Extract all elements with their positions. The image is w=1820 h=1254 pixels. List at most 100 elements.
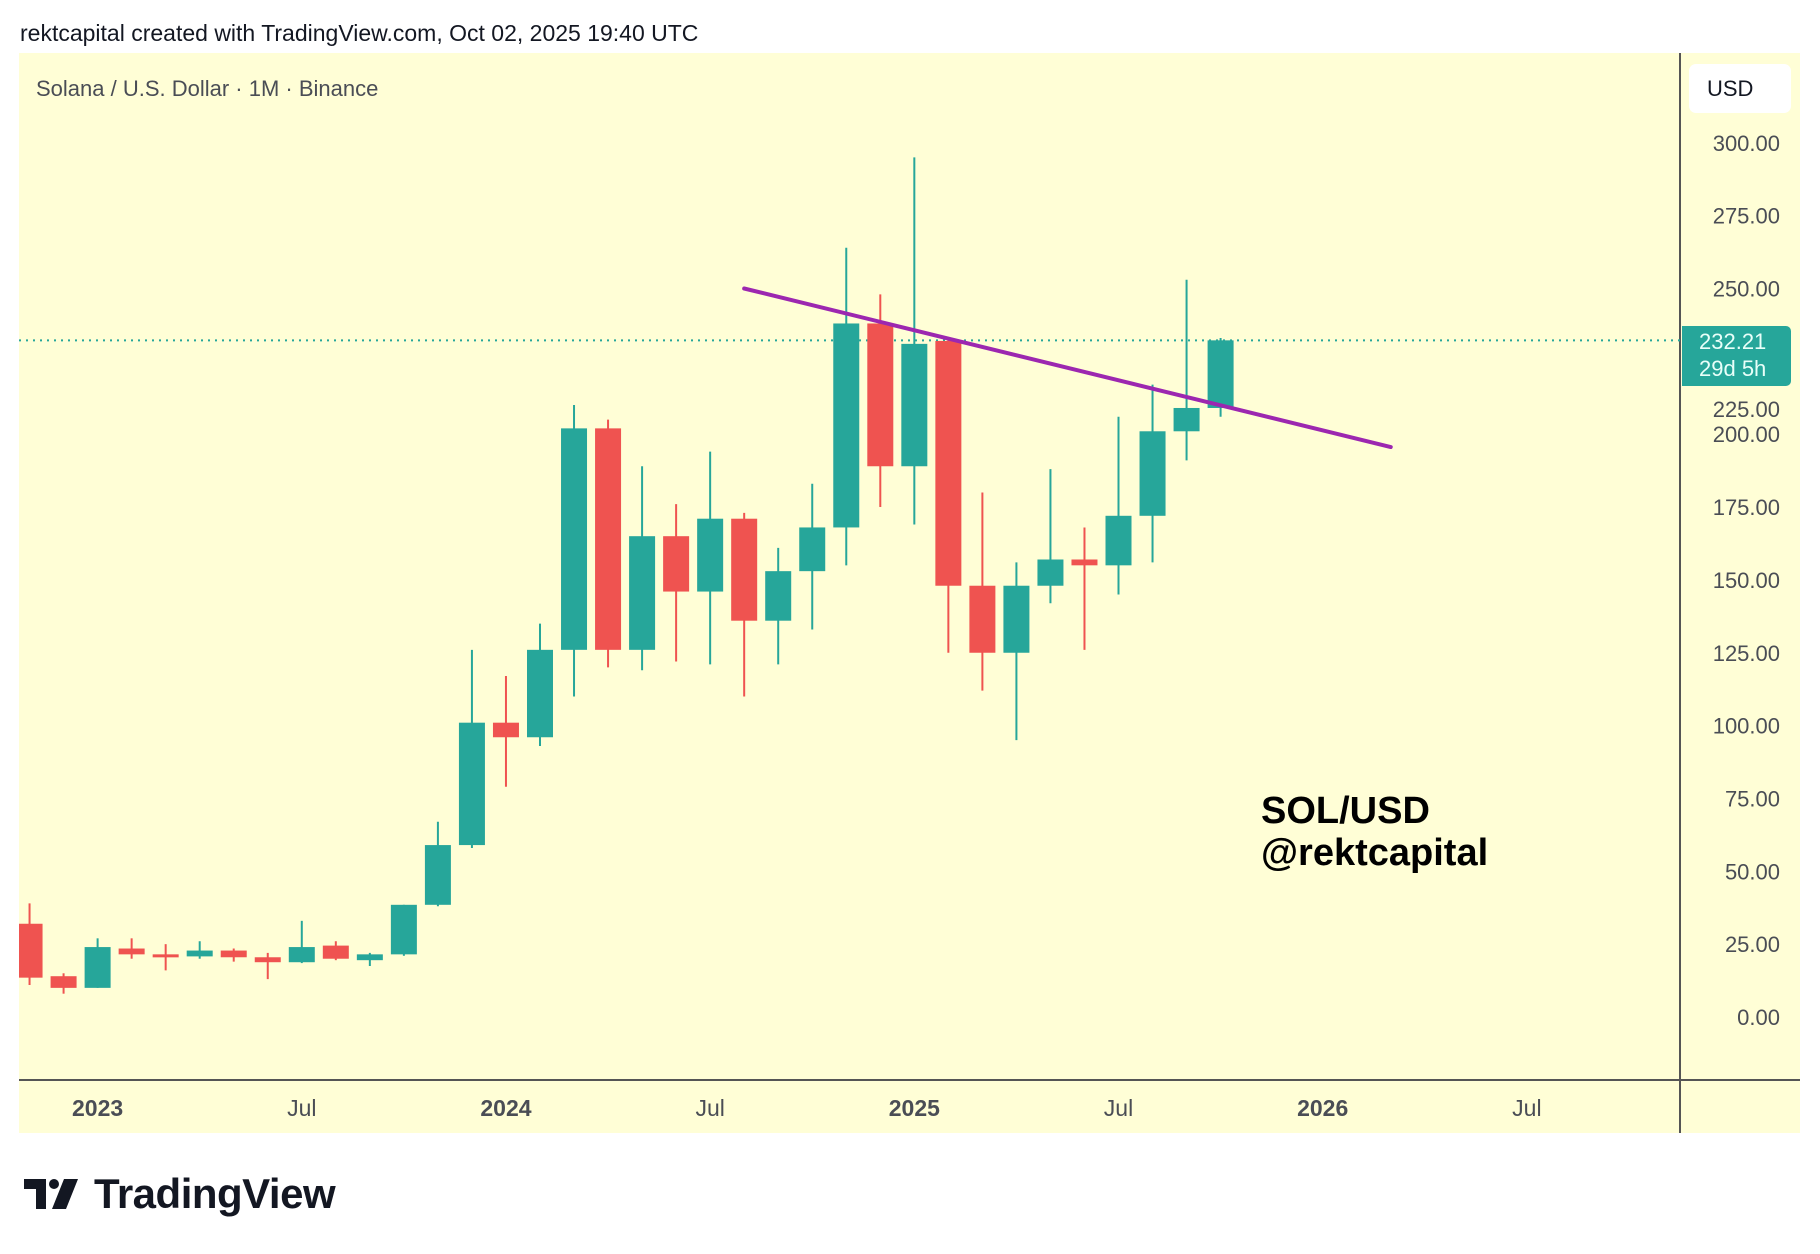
y-tick-label: 50.00 <box>1725 859 1780 884</box>
candle-body <box>935 340 962 586</box>
candle-body <box>663 536 690 592</box>
candle-body <box>19 923 43 978</box>
candle-2024-09 <box>765 547 792 665</box>
candle-2023-07 <box>288 920 315 964</box>
y-tick-label: 250.00 <box>1713 277 1780 302</box>
candle-2023-03 <box>152 944 179 971</box>
candle-body <box>629 536 656 650</box>
candle-2025-04 <box>1003 562 1030 741</box>
candlestick-chart[interactable]: 0.00 25.00 50.00 75.00 100.00 125.00 150.00 175… <box>19 53 1800 1133</box>
chart-watermark: SOL/USD @rektcapital <box>1261 790 1488 874</box>
candle-2022-12 <box>50 973 77 994</box>
candle-body <box>118 948 145 955</box>
currency-button[interactable]: USD <box>1689 64 1791 113</box>
watermark-author: @rektcapital <box>1261 832 1489 874</box>
candle-2023-08 <box>322 941 349 961</box>
tradingview-logo[interactable]: TradingView <box>24 1170 336 1218</box>
candle-body <box>969 585 996 653</box>
trendline[interactable] <box>742 286 1393 450</box>
candle-body <box>526 649 553 738</box>
chart-caption: rektcapital created with TradingView.com… <box>20 20 699 46</box>
candle-body <box>186 950 213 957</box>
candle-2024-02 <box>526 623 553 746</box>
candle-2023-11 <box>424 821 451 907</box>
y-tick-label: 300.00 <box>1713 131 1780 156</box>
candle-body <box>1037 559 1064 586</box>
candle-2022-11 <box>19 903 43 985</box>
candle-body <box>288 947 315 963</box>
candle-body <box>390 904 417 955</box>
candle-body <box>424 845 451 905</box>
candle-2025-06 <box>1071 527 1098 650</box>
last-price-value: 232.21 <box>1699 329 1767 354</box>
candle-2024-11 <box>833 247 860 566</box>
candle-2024-03 <box>561 405 588 697</box>
x-tick-label: 2025 <box>889 1095 940 1121</box>
candle-2025-05 <box>1037 469 1064 604</box>
brand-name: TradingView <box>94 1170 336 1217</box>
candle-body <box>697 518 724 592</box>
candle-2024-08 <box>731 512 758 697</box>
candle-body <box>799 527 826 572</box>
candle-2023-09 <box>356 952 383 967</box>
candle-2024-01 <box>492 676 519 787</box>
y-tick-label: 125.00 <box>1713 641 1780 666</box>
last-price-label: 232.21 29d 5h <box>1682 326 1791 386</box>
x-tick-label: 2023 <box>72 1095 123 1121</box>
symbol-title: Solana / U.S. Dollar · 1M · Binance <box>36 76 379 101</box>
y-tick-label: 100.00 <box>1713 714 1780 739</box>
x-tick-label: 2024 <box>480 1095 531 1121</box>
candle-body <box>220 950 247 958</box>
candle-2024-05 <box>629 466 656 671</box>
candle-2025-08 <box>1139 384 1166 563</box>
tradingview-logo-icon <box>24 1179 78 1209</box>
bar-countdown: 29d 5h <box>1699 356 1767 381</box>
candle-2025-01 <box>901 157 928 525</box>
candle-2025-07 <box>1105 416 1132 595</box>
candle-2025-09 <box>1173 279 1200 461</box>
candle-body <box>84 947 111 988</box>
y-tick-label: 225.00 <box>1713 397 1780 422</box>
x-tick-label: Jul <box>1104 1095 1133 1121</box>
candle-2023-04 <box>186 941 213 959</box>
candle-body <box>731 518 758 621</box>
candle-2024-04 <box>595 419 622 668</box>
y-tick-label: 275.00 <box>1713 204 1780 229</box>
candle-body <box>901 343 928 467</box>
candle-body <box>561 428 588 650</box>
candle-body <box>1173 407 1200 432</box>
x-tick-label: Jul <box>695 1095 724 1121</box>
candle-2025-03 <box>969 492 996 691</box>
candle-body <box>1105 515 1132 566</box>
y-tick-label: 0.00 <box>1737 1005 1780 1030</box>
candle-2023-02 <box>118 938 145 959</box>
candle-2024-07 <box>697 451 724 665</box>
candle-body <box>1071 559 1098 566</box>
candle-body <box>765 571 792 621</box>
candle-body <box>356 954 383 961</box>
candle-body <box>492 722 519 738</box>
candle-body <box>867 323 894 467</box>
candle-2023-06 <box>254 952 281 980</box>
chart-container[interactable]: 0.00 25.00 50.00 75.00 100.00 125.00 150.00 175… <box>19 53 1800 1133</box>
candle-2023-12 <box>458 649 485 848</box>
candle-2023-01 <box>84 938 111 988</box>
candle-2024-10 <box>799 483 826 630</box>
y-tick-label: 25.00 <box>1725 932 1780 957</box>
x-tick-label: Jul <box>287 1095 316 1121</box>
candle-body <box>50 976 77 988</box>
candle-2023-10 <box>390 904 417 956</box>
candle-body <box>1207 340 1234 408</box>
watermark-pair: SOL/USD <box>1261 790 1430 832</box>
candle-2024-06 <box>663 504 690 662</box>
candle-body <box>322 945 349 959</box>
y-tick-label: 75.00 <box>1725 786 1780 811</box>
y-tick-label: 200.00 <box>1713 422 1780 447</box>
candle-body <box>254 957 281 963</box>
x-tick-label: Jul <box>1512 1095 1541 1121</box>
y-tick-label: 150.00 <box>1713 568 1780 593</box>
candle-body <box>1003 585 1030 653</box>
candle-body <box>152 954 179 958</box>
y-tick-label: 175.00 <box>1713 495 1780 520</box>
candle-2025-02 <box>935 338 962 653</box>
